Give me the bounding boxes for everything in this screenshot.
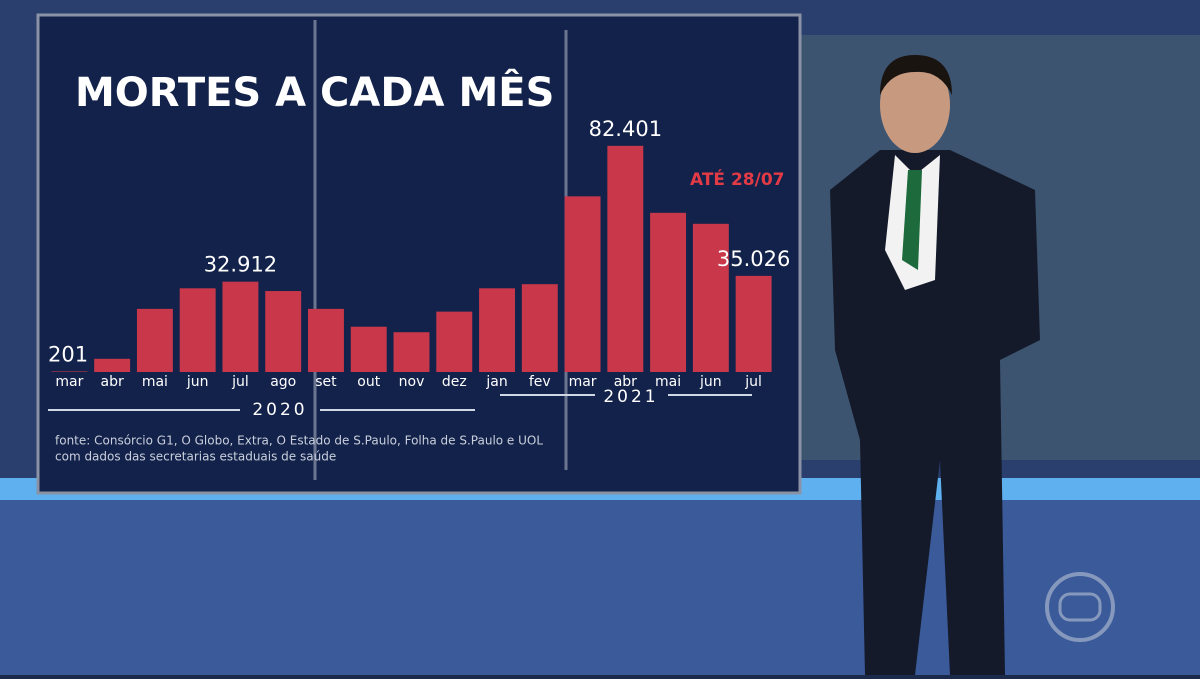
source-line: com dados das secretarias estaduais de s…	[55, 450, 336, 464]
x-tick-label: fev	[529, 374, 551, 390]
value-label: 82.401	[589, 117, 662, 141]
bar	[479, 288, 515, 372]
bar	[136, 308, 173, 372]
value-label: 32.912	[204, 253, 277, 277]
bar	[735, 275, 772, 372]
year-label: 2021	[603, 387, 658, 407]
presenter-head	[880, 57, 950, 153]
presenter-hair	[880, 55, 952, 95]
studio-floor	[0, 490, 1200, 675]
bar	[179, 288, 216, 372]
year-label: 2020	[252, 400, 307, 420]
x-tick-label: jul	[744, 374, 762, 390]
x-tick-label: mar	[569, 374, 597, 390]
bar	[607, 145, 644, 372]
bar	[564, 196, 601, 372]
channel-logo-inner	[1058, 592, 1102, 622]
bar	[436, 311, 473, 372]
bar	[350, 326, 387, 372]
bar	[521, 284, 558, 372]
x-tick-label: out	[357, 374, 380, 390]
x-tick-label: dez	[442, 374, 467, 390]
presenter-suit	[830, 150, 1040, 675]
x-tick-label: jul	[231, 374, 249, 390]
x-tick-label: mai	[655, 374, 681, 390]
bar	[51, 371, 88, 372]
channel-logo	[1045, 572, 1115, 642]
x-tick-label: ago	[270, 374, 296, 390]
bar	[692, 223, 729, 372]
bar	[222, 281, 259, 372]
x-tick-label: jun	[186, 374, 209, 390]
source-line: fonte: Consórcio G1, O Globo, Extra, O E…	[55, 434, 543, 448]
x-tick-label: set	[315, 374, 337, 390]
x-tick-label: mai	[142, 374, 168, 390]
annotation: ATÉ 28/07	[690, 168, 785, 190]
x-tick-label: abr	[614, 374, 637, 390]
bar	[393, 332, 430, 372]
x-tick-label: jan	[485, 374, 507, 390]
bar	[308, 308, 344, 372]
x-tick-label: jun	[699, 374, 722, 390]
presenter-tie	[902, 170, 922, 270]
chart-title: MORTES A CADA MÊS	[75, 68, 554, 116]
x-tick-label: abr	[101, 374, 124, 390]
bar	[94, 358, 131, 372]
x-tick-label: mar	[55, 374, 83, 390]
value-label: 35.026	[717, 247, 790, 271]
value-label: 201	[48, 342, 88, 366]
bar	[265, 291, 302, 372]
x-tick-label: nov	[399, 374, 425, 390]
bar	[650, 212, 687, 372]
